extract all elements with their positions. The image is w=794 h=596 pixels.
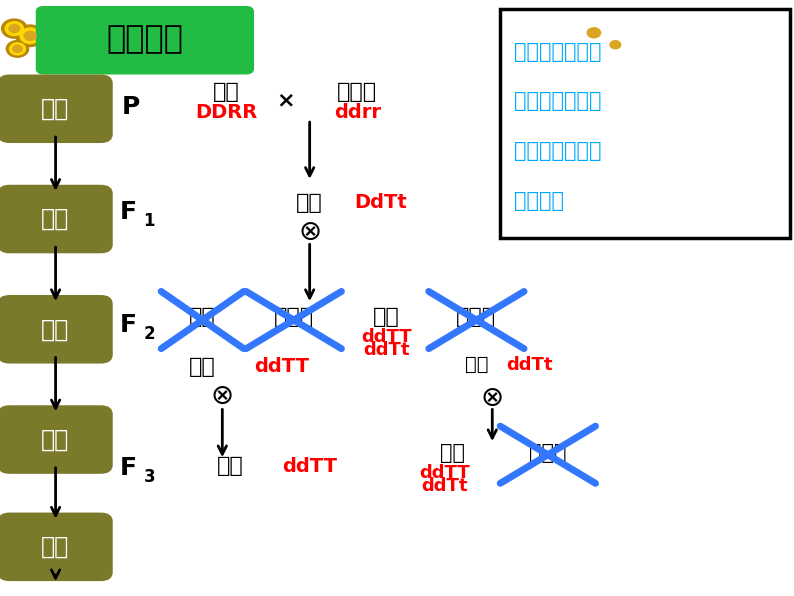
Text: 2: 2	[144, 325, 155, 343]
Text: 高抗: 高抗	[189, 307, 216, 327]
Text: ddTT: ddTT	[254, 357, 310, 376]
Text: 矮抗: 矮抗	[464, 355, 488, 374]
Text: 自交: 自交	[41, 207, 69, 231]
Circle shape	[5, 21, 24, 36]
Circle shape	[610, 41, 621, 49]
Circle shape	[16, 25, 44, 46]
Text: 矮抗: 矮抗	[217, 456, 244, 476]
Text: 矮不抗: 矮不抗	[337, 82, 377, 103]
Text: ddTT: ddTT	[361, 328, 412, 346]
Text: DDRR: DDRR	[195, 103, 257, 122]
Circle shape	[603, 35, 628, 54]
Text: ⊗: ⊗	[480, 384, 504, 411]
Text: 矮抗: 矮抗	[440, 443, 465, 463]
FancyBboxPatch shape	[0, 185, 113, 253]
Text: ⊗: ⊗	[210, 383, 234, 410]
Text: 选优: 选优	[41, 535, 69, 559]
Text: ×: ×	[276, 90, 295, 110]
Text: ⊗: ⊗	[298, 219, 322, 246]
Circle shape	[578, 21, 610, 45]
Circle shape	[588, 28, 600, 38]
Text: P: P	[122, 95, 140, 119]
Circle shape	[10, 43, 25, 55]
Text: F: F	[120, 456, 137, 480]
Circle shape	[13, 45, 22, 52]
Text: 矮抗: 矮抗	[189, 356, 216, 377]
Text: ddrr: ddrr	[333, 103, 381, 122]
Text: ddTT: ddTT	[282, 457, 337, 476]
Text: DdTt: DdTt	[355, 193, 407, 212]
Text: 矮不抗: 矮不抗	[529, 443, 567, 463]
Circle shape	[6, 41, 29, 57]
FancyBboxPatch shape	[0, 405, 113, 474]
Text: 一个能稳定遗传: 一个能稳定遗传	[514, 91, 601, 111]
Text: 高不抗: 高不抗	[274, 307, 314, 327]
Text: 要几年？: 要几年？	[514, 191, 564, 210]
Text: 思考：要培育出: 思考：要培育出	[514, 42, 601, 61]
Circle shape	[24, 31, 37, 41]
Text: 杂交育种: 杂交育种	[106, 24, 183, 55]
FancyBboxPatch shape	[0, 513, 113, 581]
Text: 选优: 选优	[41, 317, 69, 342]
FancyBboxPatch shape	[500, 9, 790, 238]
Text: 自交: 自交	[41, 427, 69, 452]
Text: F: F	[120, 313, 137, 337]
Text: 矮抗: 矮抗	[373, 307, 400, 327]
Text: 的植物品种至少: 的植物品种至少	[514, 141, 601, 161]
FancyBboxPatch shape	[36, 6, 254, 74]
FancyBboxPatch shape	[0, 295, 113, 364]
Text: 1: 1	[144, 212, 155, 229]
Text: 3: 3	[144, 468, 155, 486]
Text: 矮不抗: 矮不抗	[457, 307, 496, 327]
Circle shape	[2, 19, 27, 38]
Text: 高抗: 高抗	[296, 193, 323, 213]
Text: ddTt: ddTt	[364, 341, 410, 359]
Circle shape	[9, 24, 20, 33]
Text: F: F	[120, 200, 137, 224]
Circle shape	[20, 28, 40, 44]
Circle shape	[583, 24, 605, 41]
FancyBboxPatch shape	[0, 74, 113, 143]
Text: ddTT: ddTT	[419, 464, 470, 482]
Text: ddTt: ddTt	[422, 477, 468, 495]
Circle shape	[606, 38, 625, 52]
Text: 杂交: 杂交	[41, 97, 69, 121]
Text: 高抗: 高抗	[213, 82, 240, 103]
Text: ddTt: ddTt	[507, 356, 553, 374]
